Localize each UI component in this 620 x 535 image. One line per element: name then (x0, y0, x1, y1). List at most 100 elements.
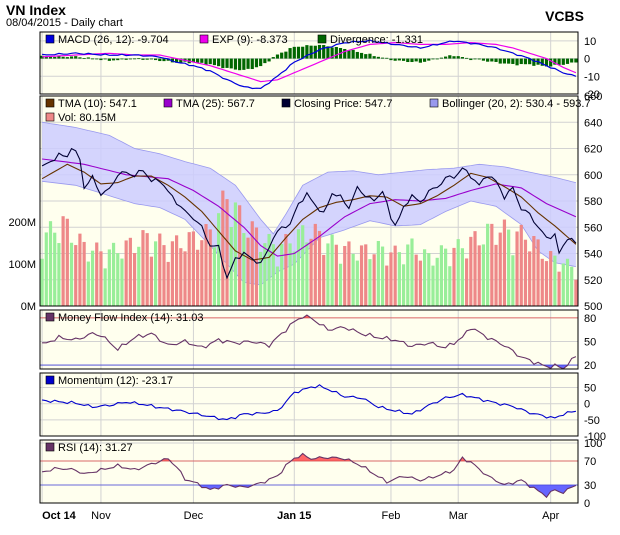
volume-bar (435, 257, 439, 306)
divergence-bar (254, 58, 259, 68)
divergence-bar (69, 56, 74, 59)
x-tick-label: Oct 14 (42, 510, 77, 522)
divergence-bar (473, 58, 477, 60)
volume-bar (334, 244, 338, 306)
volume-bar (217, 213, 221, 306)
divergence-bar (486, 58, 490, 62)
divergence-bar (103, 58, 107, 60)
volume-bar (427, 253, 431, 306)
divergence-bar (212, 58, 217, 66)
divergence-bar (275, 54, 280, 59)
macd-tick-label: -20 (584, 89, 600, 101)
rsi-legend-label: RSI (14): 31.27 (58, 442, 133, 454)
volume-bar (523, 239, 528, 306)
divergence-bar (368, 53, 372, 59)
macd-legend-swatch (45, 34, 55, 44)
divergence-bar (99, 58, 103, 61)
divergence-bar (65, 57, 69, 59)
divergence-bar (380, 57, 385, 59)
divergence-bar (153, 58, 158, 61)
volume-bar (317, 230, 322, 306)
x-tick-label: Apr (542, 510, 559, 522)
volume-bar (301, 225, 305, 306)
volume-bar (372, 254, 376, 306)
divergence-bar (326, 46, 330, 59)
divergence-bar (263, 58, 267, 64)
divergence-bar (465, 57, 469, 59)
divergence-bar (355, 51, 359, 59)
volume-bar (528, 251, 532, 306)
divergence-bar (124, 58, 128, 60)
volume-bar (111, 242, 116, 306)
divergence-bar (452, 56, 456, 59)
volume-bar (359, 245, 364, 306)
price-tick-label: 580 (584, 196, 602, 208)
divergence-bar (574, 58, 578, 63)
volume-bar (460, 248, 465, 306)
volume-bar (351, 253, 355, 306)
volume-bar (439, 245, 443, 306)
volume-bar (200, 240, 204, 306)
price-legend-label: TMA (10): 547.1 (58, 98, 137, 110)
volume-bar (271, 244, 275, 306)
volume-bar (191, 231, 196, 306)
price-tick-label: 640 (584, 117, 602, 129)
volume-bar (69, 242, 74, 306)
volume-bar (309, 238, 313, 306)
volume-bar (326, 243, 330, 306)
volume-bar (233, 202, 238, 306)
macd-panel-bg (40, 32, 578, 94)
macd-legend-label: MACD (26, 12): -9.704 (58, 34, 169, 46)
volume-bar (473, 231, 477, 306)
divergence-bar (86, 57, 90, 59)
volume-bar (246, 237, 250, 306)
divergence-bar (528, 58, 532, 65)
divergence-bar (456, 56, 460, 59)
divergence-bar (284, 51, 288, 59)
divergence-bar (347, 50, 351, 59)
rsi-tick-label: 100 (584, 438, 602, 450)
mfi-overbought-fill (42, 315, 576, 318)
divergence-bar (406, 58, 410, 63)
divergence-bar (250, 58, 254, 70)
volume-bar (74, 245, 78, 306)
volume-bar (465, 258, 469, 306)
volume-bar (452, 247, 456, 306)
x-tick-label: Mar (449, 510, 468, 522)
divergence-bar (427, 58, 431, 61)
divergence-bar (82, 58, 86, 60)
macd-panel-border (39, 31, 579, 95)
divergence-bar (553, 58, 557, 65)
volume-bar (385, 265, 389, 306)
volume-bar (292, 251, 296, 306)
volume-bar (410, 238, 414, 306)
divergence-bar (502, 58, 507, 64)
volume-bar (259, 251, 263, 306)
divergence-bar (469, 58, 473, 61)
macd-tick-label: 10 (584, 36, 596, 48)
momentum-line (41, 384, 577, 421)
x-tick-label: Nov (91, 510, 111, 522)
volume-bar (162, 245, 166, 306)
volume-bar (141, 230, 145, 306)
price-panel-border (39, 95, 579, 307)
volume-bar (456, 239, 460, 306)
divergence-bar (364, 54, 368, 59)
divergence-bar (217, 58, 221, 67)
price-legend-label: Bollinger (20, 2): 530.4 - 593.7 (442, 98, 591, 110)
divergence-bar (477, 58, 481, 60)
volume-bar (137, 246, 141, 306)
price-tick-label: 540 (584, 249, 602, 261)
volume-bar (288, 243, 292, 306)
volume-bar (544, 261, 549, 306)
volume-bar (120, 258, 124, 306)
price-legend-label: TMA (25): 567.7 (176, 98, 255, 110)
divergence-bar (523, 58, 528, 65)
volume-bar (401, 264, 406, 306)
volume-bar (280, 244, 284, 306)
volume-bar (532, 236, 536, 306)
momentum-tick-label: 50 (584, 383, 596, 395)
divergence-bar (494, 58, 498, 62)
volume-bar (490, 223, 494, 306)
divergence-bar (439, 57, 443, 59)
